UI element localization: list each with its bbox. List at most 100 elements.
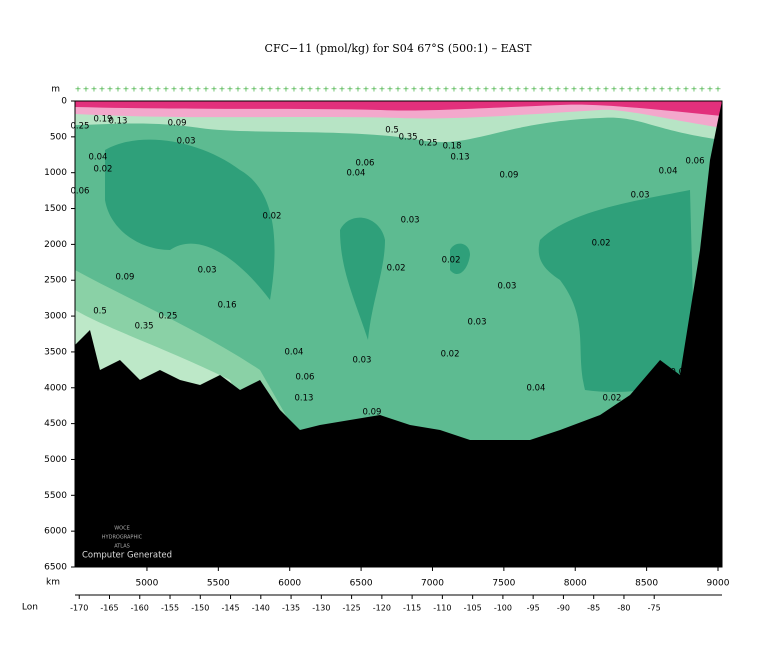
contour-label: 0.02 — [441, 350, 460, 360]
station-plus: + — [203, 85, 210, 94]
station-plus: + — [603, 85, 610, 94]
station-plus: + — [627, 85, 634, 94]
station-plus: + — [219, 85, 226, 94]
y-tick-label: 6000 — [44, 527, 67, 537]
station-plus: + — [691, 85, 698, 94]
lon-tick-label: -95 — [527, 604, 540, 613]
station-plus: + — [355, 85, 362, 94]
station-markers: + + + + + + + + + + + + + + + + + + + + + + + + + + + + + + + + + + + + + + + +… — [75, 85, 722, 94]
lon-tick-label: -75 — [648, 604, 661, 613]
station-plus: + — [619, 85, 626, 94]
station-plus: + — [571, 85, 578, 94]
y-tick-label: 2000 — [44, 240, 67, 250]
contour-label: 0.04 — [89, 152, 108, 162]
contour-label: 0.5 — [93, 307, 107, 317]
station-plus: + — [547, 85, 554, 94]
station-plus: + — [195, 85, 202, 94]
station-plus: + — [587, 85, 594, 94]
station-plus: + — [387, 85, 394, 94]
x-tick-label: 5500 — [207, 579, 230, 589]
station-plus: + — [83, 85, 90, 94]
station-plus: + — [267, 85, 274, 94]
station-plus: + — [435, 85, 442, 94]
station-plus: + — [531, 85, 538, 94]
station-plus: + — [483, 85, 490, 94]
station-plus: + — [475, 85, 482, 94]
station-plus: + — [651, 85, 658, 94]
station-plus: + — [451, 85, 458, 94]
station-plus: + — [371, 85, 378, 94]
contour-label: 0.02 — [442, 256, 461, 266]
lon-tick-label: -160 — [131, 604, 149, 613]
contour-label: 0.19 — [94, 114, 113, 124]
station-plus: + — [115, 85, 122, 94]
contour-label: 0.02 — [263, 211, 282, 221]
station-plus: + — [683, 85, 690, 94]
lon-tick-label: -90 — [557, 604, 570, 613]
station-plus: + — [315, 85, 322, 94]
x-tick-label: 5000 — [135, 579, 158, 589]
station-plus: + — [363, 85, 370, 94]
contour-label: 0.04 — [659, 166, 678, 176]
contour-label: 0.35 — [135, 322, 154, 332]
contour-label: 0.03 — [177, 137, 196, 147]
x-tick-label: 6500 — [350, 579, 373, 589]
x-tick-label: 8000 — [564, 579, 587, 589]
lon-tick-label: -110 — [433, 604, 451, 613]
logo-text: HYDROGRAPHIC — [102, 535, 143, 541]
station-plus: + — [251, 85, 258, 94]
lon-tick-label: -135 — [282, 604, 300, 613]
contour-label: 0.18 — [443, 142, 462, 152]
lon-tick-label: -115 — [403, 604, 421, 613]
contour-label: 0.5 — [385, 126, 399, 136]
station-plus: + — [339, 85, 346, 94]
station-plus: + — [403, 85, 410, 94]
contour-label: 0.09 — [168, 119, 187, 129]
station-plus: + — [259, 85, 266, 94]
station-plus: + — [75, 85, 82, 94]
contour-label: 0.02 — [387, 264, 406, 274]
lon-tick-label: -170 — [70, 604, 88, 613]
contour-label: 0.35 — [399, 132, 418, 142]
station-plus: + — [507, 85, 514, 94]
station-plus: + — [675, 85, 682, 94]
y-tick-label: 6500 — [44, 563, 67, 573]
contour-label: 0.03 — [631, 190, 650, 200]
station-plus: + — [323, 85, 330, 94]
dark-band — [450, 243, 470, 275]
contour-label: 0.09 — [500, 170, 519, 180]
station-plus: + — [523, 85, 530, 94]
station-plus: + — [163, 85, 170, 94]
station-plus: + — [91, 85, 98, 94]
y-tick-label: 4500 — [44, 419, 67, 429]
station-plus: + — [499, 85, 506, 94]
station-plus: + — [147, 85, 154, 94]
logo-text: ATLAS — [114, 544, 130, 550]
lon-tick-label: -125 — [343, 604, 361, 613]
lon-tick-label: -150 — [191, 604, 209, 613]
y-tick-label: 2500 — [44, 276, 67, 286]
station-plus: + — [283, 85, 290, 94]
station-plus: + — [491, 85, 498, 94]
contour-label: 0.02 — [94, 165, 113, 175]
station-plus: + — [395, 85, 402, 94]
station-plus: + — [699, 85, 706, 94]
contour-label: 0.06 — [296, 373, 315, 383]
station-plus: + — [299, 85, 306, 94]
lon-tick-label: -100 — [494, 604, 512, 613]
station-plus: + — [347, 85, 354, 94]
station-plus: + — [243, 85, 250, 94]
x-tick-label: 6000 — [278, 579, 301, 589]
station-plus: + — [595, 85, 602, 94]
station-plus: + — [211, 85, 218, 94]
contour-label: 0.02 — [602, 394, 621, 404]
lon-tick-label: -85 — [587, 604, 600, 613]
plot-frame — [74, 100, 723, 568]
contour-label: 0.09 — [362, 408, 381, 418]
x-tick-label: 8500 — [635, 579, 658, 589]
station-plus: + — [379, 85, 386, 94]
station-plus: + — [227, 85, 234, 94]
contour-label: 0.25 — [158, 312, 177, 322]
station-plus: + — [171, 85, 178, 94]
